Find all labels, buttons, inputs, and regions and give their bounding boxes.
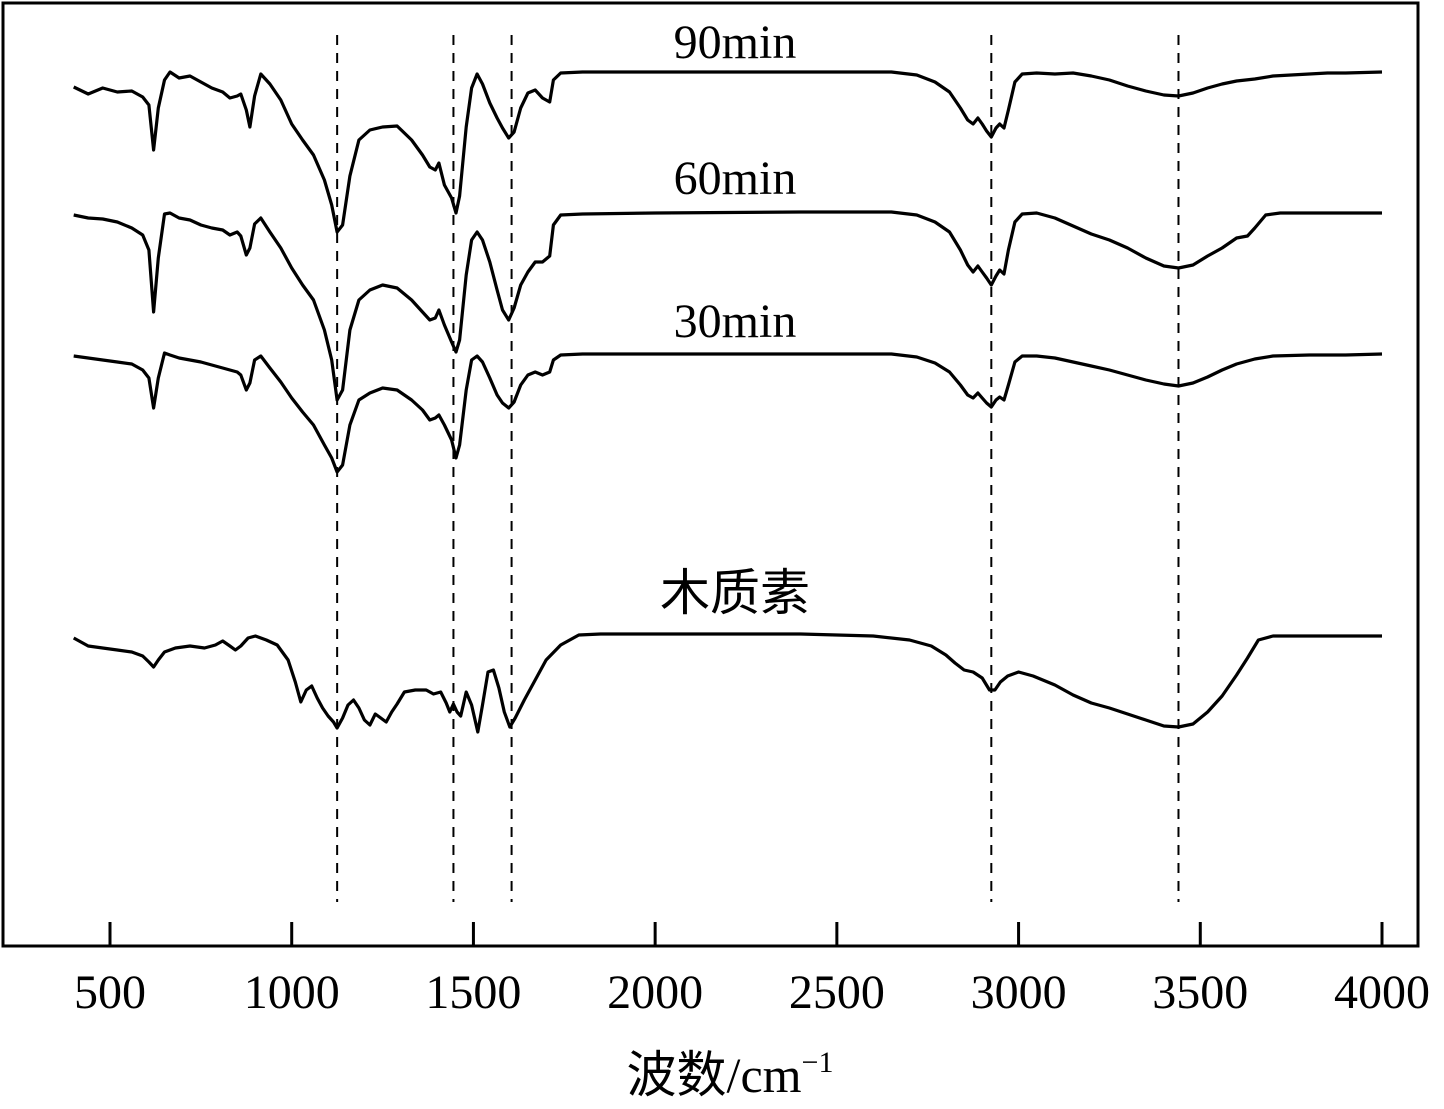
- series-line-3: [72, 632, 1382, 734]
- x-axis-tick-labels: 500 1000 1500 2000 2500 3000 3500 4000: [74, 966, 1430, 1019]
- series-label-90min: 90min: [674, 16, 797, 69]
- series-label-lignin: 木质素: [660, 565, 810, 621]
- x-tick-label-2500: 2500: [789, 966, 885, 1019]
- series-line-1: [73, 210, 1382, 402]
- series-line-2: [73, 351, 1383, 474]
- reference-lines: [336, 35, 1180, 902]
- x-tick-label-1500: 1500: [425, 966, 521, 1019]
- x-tick-label-1000: 1000: [244, 966, 340, 1019]
- x-axis-title: 波数/cm−1: [627, 1046, 834, 1103]
- x-tick-label-3000: 3000: [971, 966, 1067, 1019]
- series-line-0: [73, 70, 1383, 234]
- x-tick-label-3500: 3500: [1152, 966, 1248, 1019]
- x-tick-label-500: 500: [74, 966, 146, 1019]
- x-axis-title-superscript: −1: [802, 1046, 834, 1079]
- plot-frame: [1, 1, 1420, 948]
- x-axis-ticks: [108, 922, 1384, 946]
- series-label-60min: 60min: [674, 152, 797, 205]
- x-tick-label-4000: 4000: [1334, 966, 1430, 1019]
- series-layer: [72, 70, 1383, 734]
- series-label-30min: 30min: [674, 295, 797, 348]
- x-axis-title-main: 波数/cm: [627, 1047, 802, 1103]
- x-tick-label-2000: 2000: [607, 966, 703, 1019]
